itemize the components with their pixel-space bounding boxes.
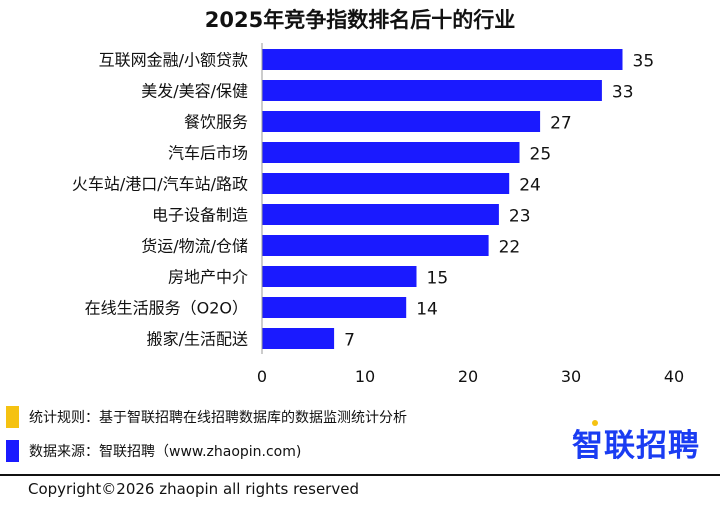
category-label: 汽车后市场: [168, 144, 248, 163]
x-tick-label: 20: [458, 367, 478, 386]
bar: [262, 328, 335, 349]
bar: [262, 80, 602, 101]
bar: [262, 204, 499, 225]
category-label: 餐饮服务: [184, 113, 248, 132]
category-label: 电子设备制造: [152, 206, 248, 225]
data-label: 23: [509, 207, 531, 227]
chart-title: 2025年竞争指数排名后十的行业: [204, 8, 516, 32]
bar: [262, 235, 489, 256]
bar: [262, 111, 541, 132]
source-note: 数据来源：智联招聘（www.zhaopin.com): [6, 440, 301, 462]
data-label: 14: [416, 300, 438, 320]
data-label: 15: [427, 269, 449, 289]
rule-swatch: [6, 406, 19, 428]
category-label: 货运/物流/仓储: [141, 237, 248, 256]
data-label: 25: [530, 145, 552, 165]
logo-dot: [592, 420, 598, 426]
category-label: 火车站/港口/汽车站/路政: [72, 175, 248, 194]
zhaopin-logo: 智联招聘: [572, 420, 700, 465]
bar: [262, 297, 407, 318]
copyright-text: Copyright©2026 zhaopin all rights reserv…: [28, 480, 359, 498]
logo-text: 智联招聘: [572, 428, 700, 464]
source-swatch: [6, 440, 19, 462]
footer-divider: [0, 474, 720, 476]
rule-text: 统计规则：基于智联招聘在线招聘数据库的数据监测统计分析: [29, 410, 407, 426]
data-label: 24: [519, 176, 541, 196]
data-label: 7: [344, 331, 355, 351]
category-label: 搬家/生活配送: [147, 330, 248, 349]
category-label: 房地产中介: [168, 268, 248, 287]
bar: [262, 266, 417, 287]
category-label: 在线生活服务（O2O）: [85, 299, 248, 318]
data-label: 35: [633, 52, 655, 72]
bar: [262, 142, 520, 163]
data-label: 22: [499, 238, 521, 258]
data-label: 27: [550, 114, 572, 134]
x-tick-label: 0: [257, 367, 267, 386]
category-label: 美发/美容/保健: [141, 82, 248, 101]
bar-chart: 互联网金融/小额贷款 35 美发/美容/保健 33 餐饮服务 27 汽车后市场 25 火车站/港…: [72, 43, 684, 386]
bar: [262, 49, 623, 70]
data-label: 33: [612, 83, 634, 103]
source-text: 数据来源：智联招聘（www.zhaopin.com): [29, 444, 302, 460]
category-label: 互联网金融/小额贷款: [99, 51, 248, 70]
x-tick-label: 10: [355, 367, 375, 386]
x-tick-label: 30: [561, 367, 581, 386]
rule-note: 统计规则：基于智联招聘在线招聘数据库的数据监测统计分析: [6, 406, 407, 428]
bar: [262, 173, 510, 194]
x-tick-label: 40: [664, 367, 684, 386]
